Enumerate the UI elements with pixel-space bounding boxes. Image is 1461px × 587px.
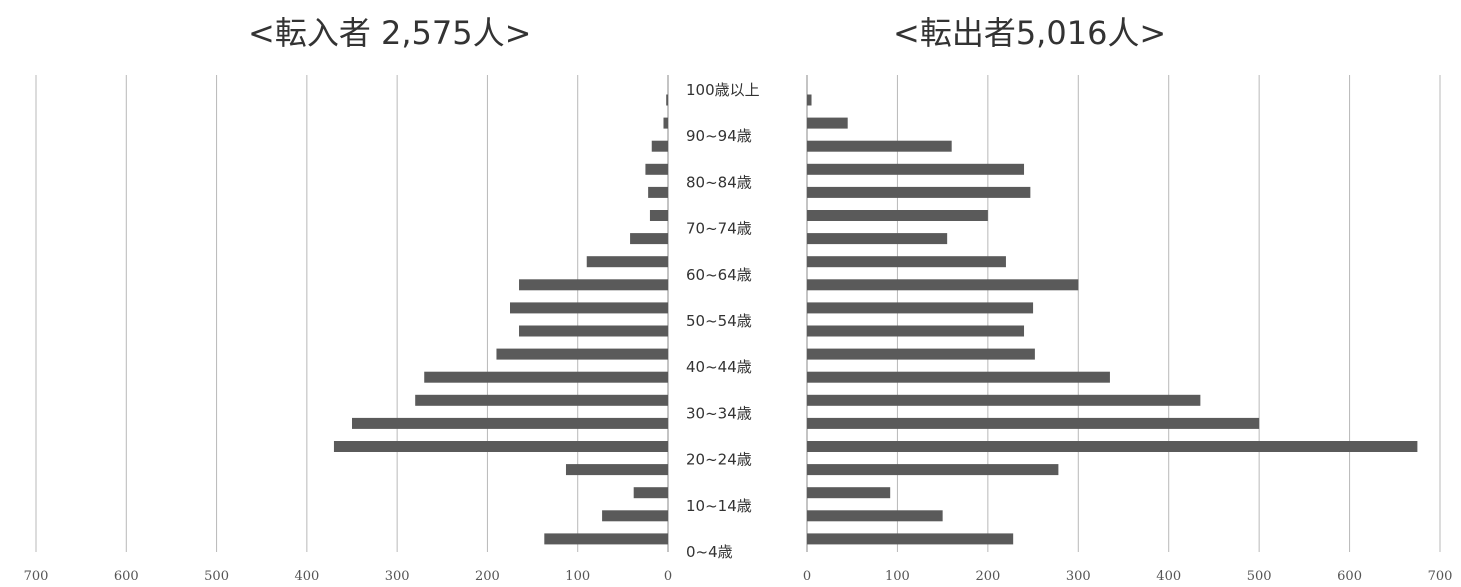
age-label: 40~44歳 [686, 358, 752, 376]
bar-in [424, 371, 668, 383]
bar-out [807, 464, 1059, 476]
bar-in [645, 163, 668, 175]
bar-out [807, 394, 1201, 406]
bar-out [807, 302, 1034, 314]
bar-in [630, 233, 668, 245]
x-tick-label-left: 0 [664, 569, 672, 584]
bar-in [519, 279, 668, 291]
bar-in [663, 117, 668, 129]
bar-out [807, 117, 848, 129]
grid-left [35, 75, 669, 552]
x-tick-label-right: 200 [975, 569, 1000, 584]
x-tick-label-right: 300 [1066, 569, 1091, 584]
bar-in [544, 533, 668, 545]
age-label: 80~84歳 [686, 173, 752, 191]
x-tick-label-left: 100 [565, 569, 590, 584]
age-label: 10~14歳 [686, 497, 752, 515]
bar-out [807, 210, 988, 221]
bar-out [807, 371, 1110, 383]
x-tick-label-right: 100 [885, 569, 910, 584]
age-label: 90~94歳 [686, 127, 752, 145]
bar-in [648, 186, 668, 198]
bar-in [651, 140, 668, 152]
age-label: 100歳以上 [686, 81, 760, 99]
x-tick-label-right: 500 [1247, 569, 1272, 584]
bar-out [807, 510, 943, 522]
bar-out [807, 441, 1418, 452]
bar-in [565, 464, 668, 476]
x-tick-label-left: 700 [24, 569, 49, 584]
bar-out [807, 163, 1025, 175]
age-label: 20~24歳 [686, 451, 752, 469]
x-tick-label-right: 700 [1428, 569, 1453, 584]
bar-in [510, 302, 668, 314]
age-label: 70~74歳 [686, 220, 752, 238]
age-label: 50~54歳 [686, 312, 752, 330]
bar-in [519, 325, 668, 337]
x-tick-label-left: 400 [294, 569, 319, 584]
bar-out [807, 279, 1079, 291]
x-tick-label-left: 300 [385, 569, 410, 584]
bar-in [352, 417, 668, 429]
ticks-right: 0 100 200 300 400 500 600 700 [803, 569, 1453, 584]
bar-out [807, 487, 891, 499]
bar-out [807, 417, 1260, 429]
x-tick-label-right: 600 [1337, 569, 1362, 584]
bar-in [586, 256, 668, 268]
bar-in [649, 210, 668, 221]
bar-in [333, 441, 668, 452]
chart-title-left: <転入者 2,575人> [248, 14, 532, 52]
bar-out [807, 94, 812, 106]
bar-out [807, 140, 952, 152]
x-tick-label-left: 500 [204, 569, 229, 584]
x-tick-label-right: 400 [1156, 569, 1181, 584]
chart-title-right: <転出者5,016人> [893, 14, 1167, 52]
age-labels: 100歳以上 90~94歳 80~84歳 70~74歳 60~64歳 50~54歳 40~4… [686, 81, 760, 561]
x-tick-label-right: 0 [803, 569, 811, 584]
bar-out [807, 325, 1025, 337]
bar-out [807, 533, 1014, 545]
age-label: 30~34歳 [686, 404, 752, 422]
bars-left [333, 94, 668, 545]
bar-in [496, 348, 668, 360]
ticks-left: 700 600 500 400 300 200 100 0 [24, 569, 673, 584]
age-label: 60~64歳 [686, 266, 752, 284]
bars-right [807, 94, 1418, 545]
bar-in [666, 94, 668, 106]
bar-in [602, 510, 668, 522]
bar-out [807, 233, 948, 245]
bar-in [415, 394, 668, 406]
x-tick-label-left: 600 [114, 569, 139, 584]
bar-in [633, 487, 668, 499]
bar-out [807, 186, 1031, 198]
bar-out [807, 348, 1035, 360]
x-tick-label-left: 200 [475, 569, 500, 584]
age-label: 0~4歳 [686, 543, 733, 561]
bar-out [807, 256, 1006, 268]
